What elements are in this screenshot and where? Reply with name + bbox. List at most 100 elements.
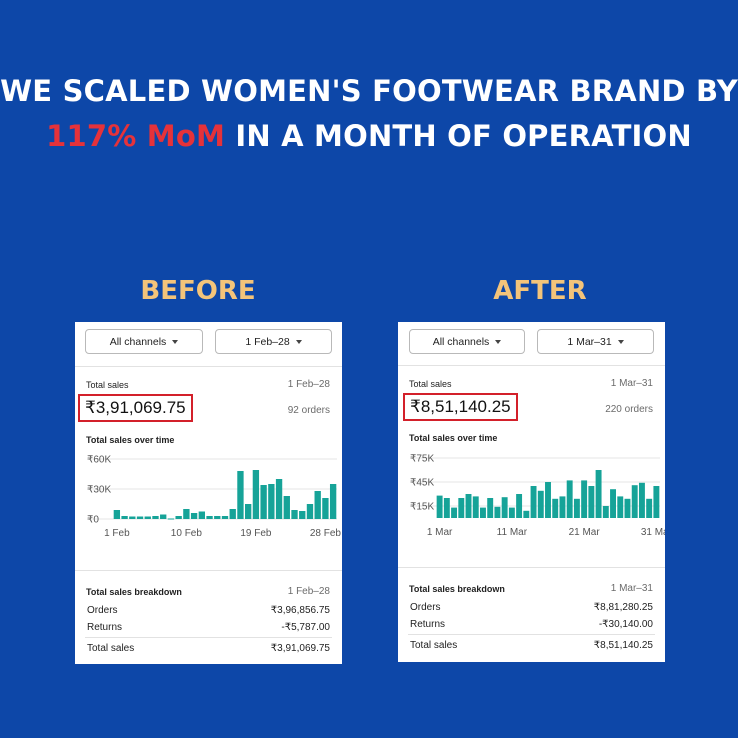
bar [283, 496, 290, 519]
headline-highlight: 117% MoM [46, 119, 226, 153]
y-tick-label: ₹15K [410, 502, 434, 513]
chevron-down-icon [172, 339, 179, 344]
bar [631, 485, 638, 518]
returns-value: -₹30,140.00 [598, 619, 653, 630]
bar [566, 480, 573, 518]
returns-label: Returns [410, 619, 446, 630]
bar [229, 509, 236, 519]
before-panel: All channels 1 Feb–28 Total sales 1 Feb–… [75, 322, 342, 664]
bar [480, 507, 486, 518]
bar [472, 496, 479, 518]
bar [646, 498, 653, 518]
bar [595, 470, 602, 518]
bar [214, 516, 221, 519]
channel-select-label: All channels [432, 335, 490, 348]
bar [306, 504, 314, 519]
channel-select[interactable]: All channels [85, 329, 203, 354]
bar [638, 482, 645, 518]
returns-value: -₹5,787.00 [281, 622, 330, 633]
total-sales-value: ₹3,91,069.75 [78, 394, 193, 422]
total-sales-row-value: ₹3,91,069.75 [270, 643, 330, 654]
bar [144, 516, 151, 519]
bar [624, 498, 631, 518]
bar [136, 516, 144, 519]
divider [398, 365, 665, 366]
bar [559, 496, 566, 518]
breakdown-title: Total sales breakdown [86, 587, 182, 597]
x-tick-label: 21 Mar [569, 527, 601, 538]
x-tick-label: 1 Mar [427, 527, 453, 538]
after-label: AFTER [493, 276, 587, 306]
orders-label: Orders [410, 602, 441, 613]
y-tick-label: ₹30K [87, 485, 111, 496]
y-tick-label: ₹0 [87, 515, 99, 526]
bar [436, 495, 443, 518]
date-select-label: 1 Feb–28 [245, 335, 290, 348]
bar [322, 498, 329, 519]
bar [530, 486, 537, 518]
total-sales-title: Total sales [409, 379, 452, 389]
bar [545, 482, 551, 518]
bar [653, 486, 660, 518]
total-sales-label: Total sales [87, 643, 135, 654]
headline-line-1: WE SCALED WOMEN'S FOOTWEAR BRAND BY [0, 74, 738, 108]
bar [245, 504, 252, 519]
channel-select[interactable]: All channels [409, 329, 525, 354]
x-tick-label: 1 Feb [104, 528, 130, 539]
bar [160, 514, 167, 519]
date-select[interactable]: 1 Mar–31 [537, 329, 654, 354]
bar [465, 494, 472, 518]
bar [113, 510, 121, 519]
bar [501, 497, 508, 518]
y-tick-label: ₹75K [410, 454, 434, 465]
divider [75, 366, 342, 367]
before-label: BEFORE [140, 276, 256, 306]
returns-label: Returns [87, 622, 123, 633]
bar [458, 498, 465, 518]
bar [494, 506, 501, 518]
x-tick-label: 28 Feb [310, 528, 342, 539]
bar [198, 511, 205, 519]
breakdown-date: 1 Feb–28 [287, 586, 330, 597]
total-sales-value: ₹8,51,140.25 [403, 393, 518, 421]
bar [183, 509, 190, 519]
divider [75, 570, 342, 571]
bar [167, 518, 175, 520]
total-sales-title: Total sales [86, 380, 129, 390]
bar [617, 496, 624, 518]
x-tick-label: 11 Mar [497, 527, 528, 538]
x-tick-label: 31 Mar [641, 527, 665, 538]
orders-count: 92 orders [287, 405, 330, 416]
bar [588, 486, 595, 518]
orders-count: 220 orders [605, 404, 653, 415]
bar [508, 507, 515, 518]
date-select-label: 1 Mar–31 [567, 335, 612, 348]
bar [206, 516, 213, 519]
bar [299, 511, 306, 519]
bar [237, 471, 244, 519]
divider [408, 634, 655, 635]
date-select[interactable]: 1 Feb–28 [215, 329, 332, 354]
bar [175, 516, 182, 519]
bar [291, 510, 298, 519]
bar [443, 498, 450, 518]
total-sales-row-value: ₹8,51,140.25 [593, 640, 653, 651]
headline-rest: IN A MONTH OF OPERATION [225, 119, 692, 153]
orders-label: Orders [87, 605, 118, 616]
divider [85, 637, 332, 638]
bar [260, 485, 267, 519]
divider [398, 567, 665, 568]
bar [602, 506, 609, 518]
bar [516, 494, 523, 518]
bar [268, 484, 275, 519]
bar [581, 480, 588, 518]
bar [314, 491, 321, 519]
bar [252, 470, 260, 519]
bar [329, 484, 337, 519]
headline-line-2: 117% MoM IN A MONTH OF OPERATION [0, 119, 738, 153]
chevron-down-icon [617, 339, 624, 344]
chevron-down-icon [495, 339, 502, 344]
sales-chart: ₹15K ₹45K ₹75K 1 Mar 11 Mar 21 Mar 31 Mar [410, 454, 665, 538]
bar [552, 498, 559, 518]
bar [537, 490, 544, 518]
